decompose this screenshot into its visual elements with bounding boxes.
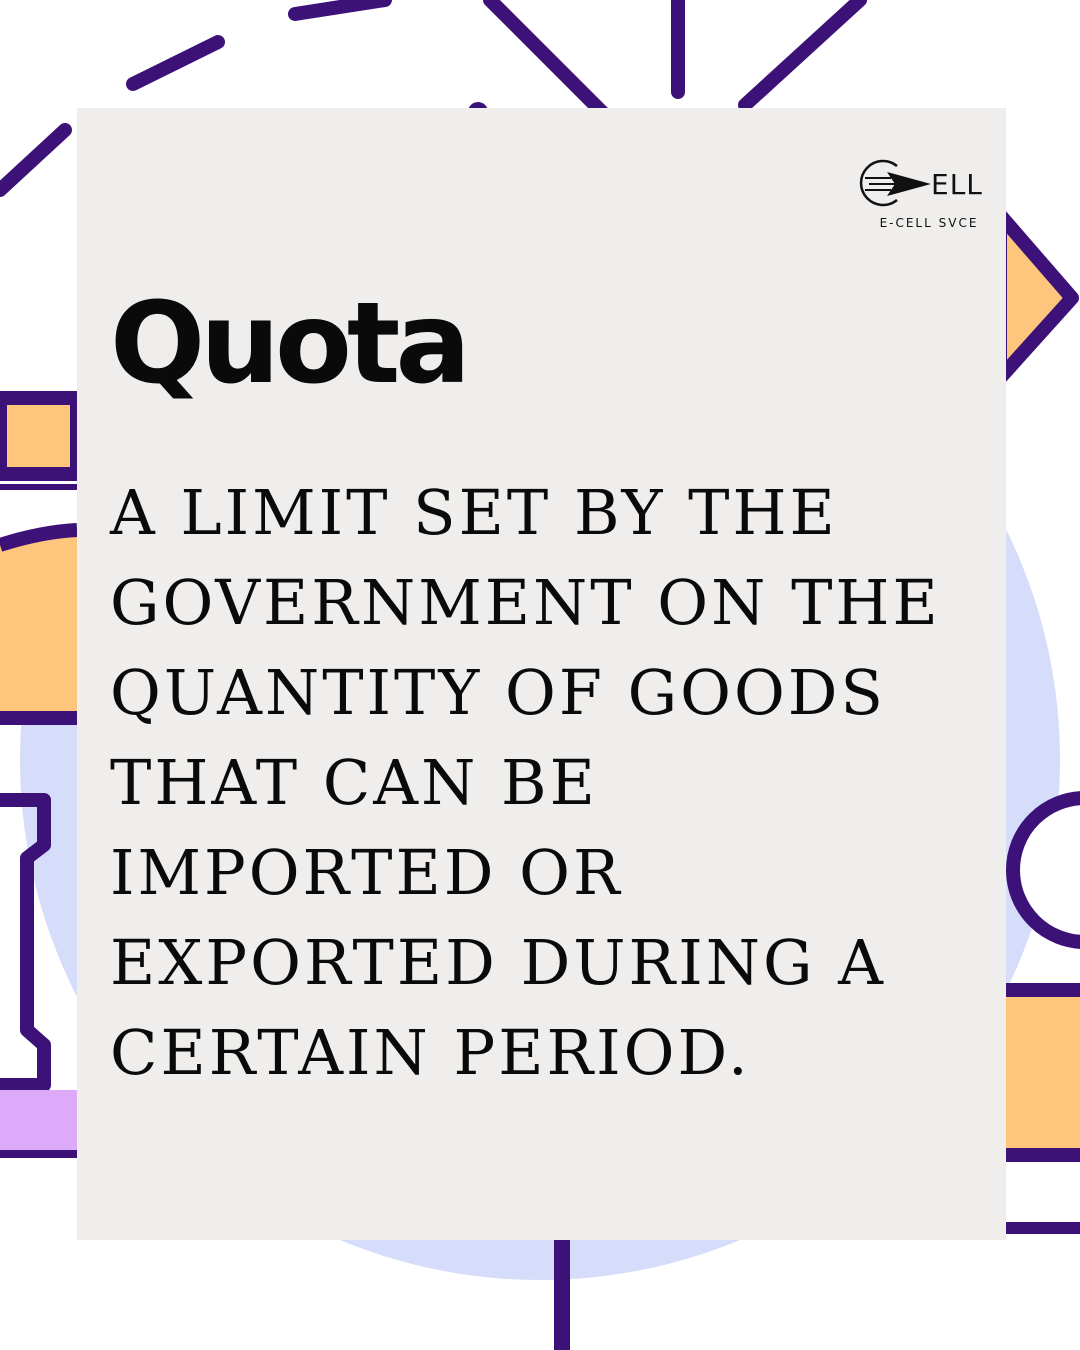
right-block-shape: [1006, 983, 1080, 1234]
logo-mark-text: ELL: [931, 168, 983, 201]
left-lilac-base: [0, 1090, 77, 1150]
arrow-shape: [993, 208, 1079, 385]
ecell-logo: ELL E-CELL SVCE: [859, 148, 999, 238]
left-block-shape: [0, 391, 84, 725]
ray-lines: [468, 0, 867, 122]
definition-card: ELL E-CELL SVCE Quota A LIMIT SET BY THE…: [77, 108, 1006, 1240]
page-title: Quota: [110, 279, 471, 409]
logo-caption: E-CELL SVCE: [879, 216, 979, 230]
right-ring-shape: [1006, 791, 1080, 949]
paper-plane-icon: ELL: [859, 159, 983, 207]
left-pillar-shape: [0, 793, 51, 1092]
definition-text: A LIMIT SET BY THE GOVERNMENT ON THE QUA…: [110, 476, 941, 1089]
dashed-arc: [0, 0, 392, 197]
